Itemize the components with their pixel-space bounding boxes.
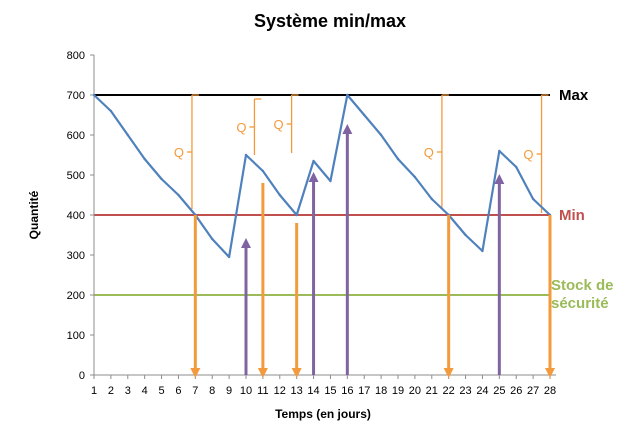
x-tick-label: 23 (459, 385, 471, 397)
y-tick-label: 500 (67, 170, 85, 182)
x-tick-label: 9 (226, 385, 232, 397)
y-tick-label: 700 (67, 90, 85, 102)
stock-level-point (396, 157, 400, 161)
stock-level-point (177, 193, 180, 197)
x-tick-label: 27 (527, 385, 539, 397)
x-tick-label: 28 (544, 385, 556, 397)
x-tick-label: 17 (358, 385, 370, 397)
stock-level-point (363, 113, 366, 117)
y-axis-title: Quantité (27, 190, 41, 239)
stock-level-point (227, 255, 231, 259)
x-tick-label: 6 (175, 385, 181, 397)
x-tick-label: 5 (158, 385, 164, 397)
series (92, 93, 552, 259)
x-tick-label: 13 (291, 385, 303, 397)
stock-level-point (413, 175, 417, 179)
reference-label-line: sécurité (551, 295, 609, 312)
x-tick-label: 8 (209, 385, 215, 397)
stock-level-point (531, 197, 535, 201)
stock-level-point (211, 237, 214, 241)
x-axis-title: Temps (en jours) (275, 407, 371, 421)
stock-level-point (346, 93, 349, 97)
reference-label: Max (559, 87, 589, 104)
q-label: Q (523, 147, 533, 162)
q-label: Q (236, 120, 246, 135)
q-label: Q (174, 145, 184, 160)
x-tick-label: 26 (510, 385, 522, 397)
q-label: Q (273, 117, 283, 132)
x-tick-label: 1 (91, 385, 97, 397)
stock-level-point (515, 165, 518, 169)
y-tick-label: 0 (79, 370, 85, 382)
reference-label: Stock de sécurité (551, 277, 614, 312)
stock-level-point (261, 169, 265, 173)
q-brackets: Q Q Q Q Q (174, 94, 549, 213)
x-tick-label: 22 (443, 385, 455, 397)
stock-level-point (92, 93, 96, 97)
x-tick-label: 14 (307, 385, 319, 397)
q-label: Q (424, 145, 434, 160)
x-tick-label: 7 (192, 385, 198, 397)
x-tick-label: 21 (426, 385, 438, 397)
stock-level-point (278, 193, 281, 197)
stock-level-point (312, 159, 315, 163)
stock-level-point (329, 179, 332, 183)
stock-level-point (464, 233, 467, 237)
y-tick-label: 800 (67, 50, 85, 62)
stock-level-point (481, 249, 484, 253)
x-tick-label: 10 (240, 385, 252, 397)
x-tick-label: 3 (125, 385, 131, 397)
reference-label-line: Stock de (551, 277, 614, 294)
x-tick-label: 24 (476, 385, 488, 397)
x-tick-label: 18 (375, 385, 387, 397)
reference-label: Min (559, 207, 585, 224)
stock-level-point (498, 149, 501, 153)
y-tick-label: 200 (67, 290, 85, 302)
y-tick-label: 400 (67, 210, 85, 222)
x-tick-label: 20 (409, 385, 421, 397)
stock-level-point (143, 157, 146, 161)
stock-level-line (93, 93, 551, 259)
stock-level-point (109, 109, 113, 113)
y-tick-label: 600 (67, 130, 85, 142)
chart-title: Système min/max (254, 11, 406, 31)
stock-level-point (126, 133, 129, 137)
reference-lines (94, 94, 550, 296)
x-tick-label: 25 (493, 385, 505, 397)
x-tick-label: 12 (274, 385, 286, 397)
arrows (190, 124, 555, 378)
x-tick-label: 15 (324, 385, 336, 397)
stock-level-point (160, 177, 163, 181)
x-tick-label: 16 (341, 385, 353, 397)
x-tick-label: 11 (257, 385, 268, 397)
stock-level-point (244, 153, 248, 157)
reference-labels: Max Min Stock de sécurité (551, 87, 614, 312)
y-tick-label: 100 (67, 330, 85, 342)
x-tick-label: 2 (108, 385, 114, 397)
stock-level-point (430, 197, 433, 201)
y-tick-label: 300 (67, 250, 85, 262)
stock-level-point (379, 133, 383, 137)
x-tick-label: 4 (142, 385, 148, 397)
stock-level-point (295, 213, 298, 217)
x-tick-label: 19 (392, 385, 404, 397)
